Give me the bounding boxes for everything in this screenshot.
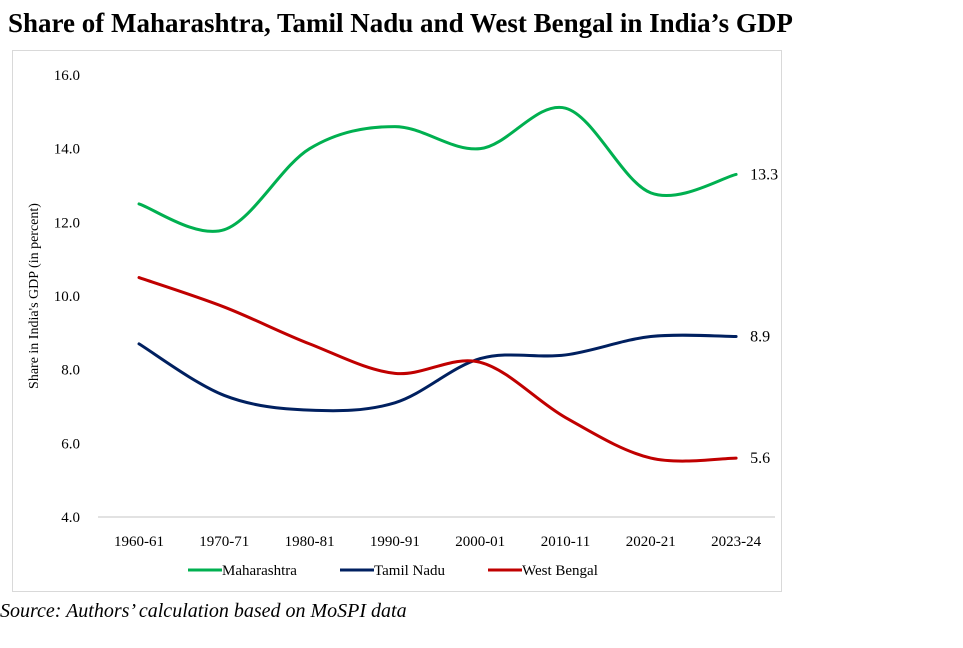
chart-title: Share of Maharashtra, Tamil Nadu and Wes…: [8, 8, 793, 38]
x-tick-label: 2020-21: [626, 534, 676, 550]
y-tick-label: 4.0: [61, 510, 80, 526]
end-data-label: 5.6: [750, 450, 770, 467]
x-tick-label: 2023-24: [711, 534, 761, 550]
x-tick-label: 2010-11: [541, 534, 590, 550]
y-tick-label: 12.0: [54, 215, 80, 231]
source-note: Source: Authors’ calculation based on Mo…: [0, 600, 407, 622]
legend-label: Tamil Nadu: [374, 563, 446, 579]
series-line-west-bengal: [137, 276, 738, 463]
series-line-tamil-nadu: [137, 333, 738, 413]
y-axis-label: Share in India's GDP (in percent): [27, 203, 42, 389]
y-tick-label: 10.0: [54, 289, 80, 305]
y-tick-label: 16.0: [54, 68, 80, 84]
y-tick-label: 8.0: [61, 363, 80, 379]
chart-frame: [12, 50, 782, 592]
x-tick-label: 1980-81: [285, 534, 335, 550]
legend-label: West Bengal: [522, 563, 598, 579]
end-data-label: 8.9: [750, 329, 770, 346]
legend-label: Maharashtra: [222, 563, 297, 579]
line-chart: 4.0 6.0 8.0 10.0 12.0 14.0 16.0 Share in India'…: [27, 68, 778, 579]
x-tick-label: 1990-91: [370, 534, 420, 550]
x-tick-label: 1970-71: [199, 534, 249, 550]
x-tick-label: 1960-61: [114, 534, 164, 550]
x-tick-label: 2000-01: [455, 534, 505, 550]
y-tick-label: 14.0: [54, 142, 80, 158]
end-data-label: 13.3: [750, 166, 778, 183]
y-tick-label: 6.0: [61, 436, 80, 452]
series-line-maharashtra: [137, 105, 738, 233]
